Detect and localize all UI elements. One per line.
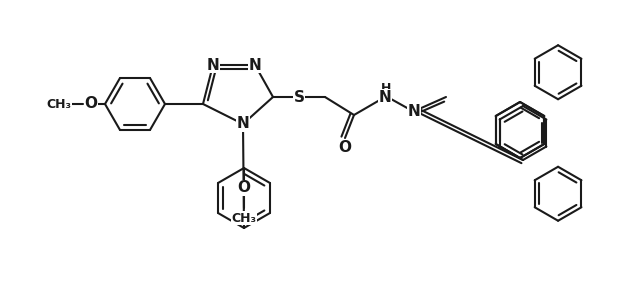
Text: S: S xyxy=(294,90,305,104)
Text: N: N xyxy=(248,57,261,72)
Text: O: O xyxy=(237,180,250,196)
Text: N: N xyxy=(379,90,392,104)
Text: O: O xyxy=(339,140,351,156)
Text: N: N xyxy=(237,116,250,132)
Text: N: N xyxy=(408,104,420,118)
Text: H: H xyxy=(381,82,391,96)
Text: CH₃: CH₃ xyxy=(47,98,72,110)
Text: O: O xyxy=(84,96,97,112)
Text: N: N xyxy=(207,57,220,72)
Text: CH₃: CH₃ xyxy=(232,212,257,225)
